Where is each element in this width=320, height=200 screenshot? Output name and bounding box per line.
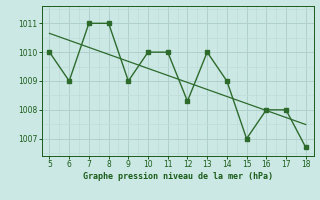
X-axis label: Graphe pression niveau de la mer (hPa): Graphe pression niveau de la mer (hPa)	[83, 172, 273, 181]
